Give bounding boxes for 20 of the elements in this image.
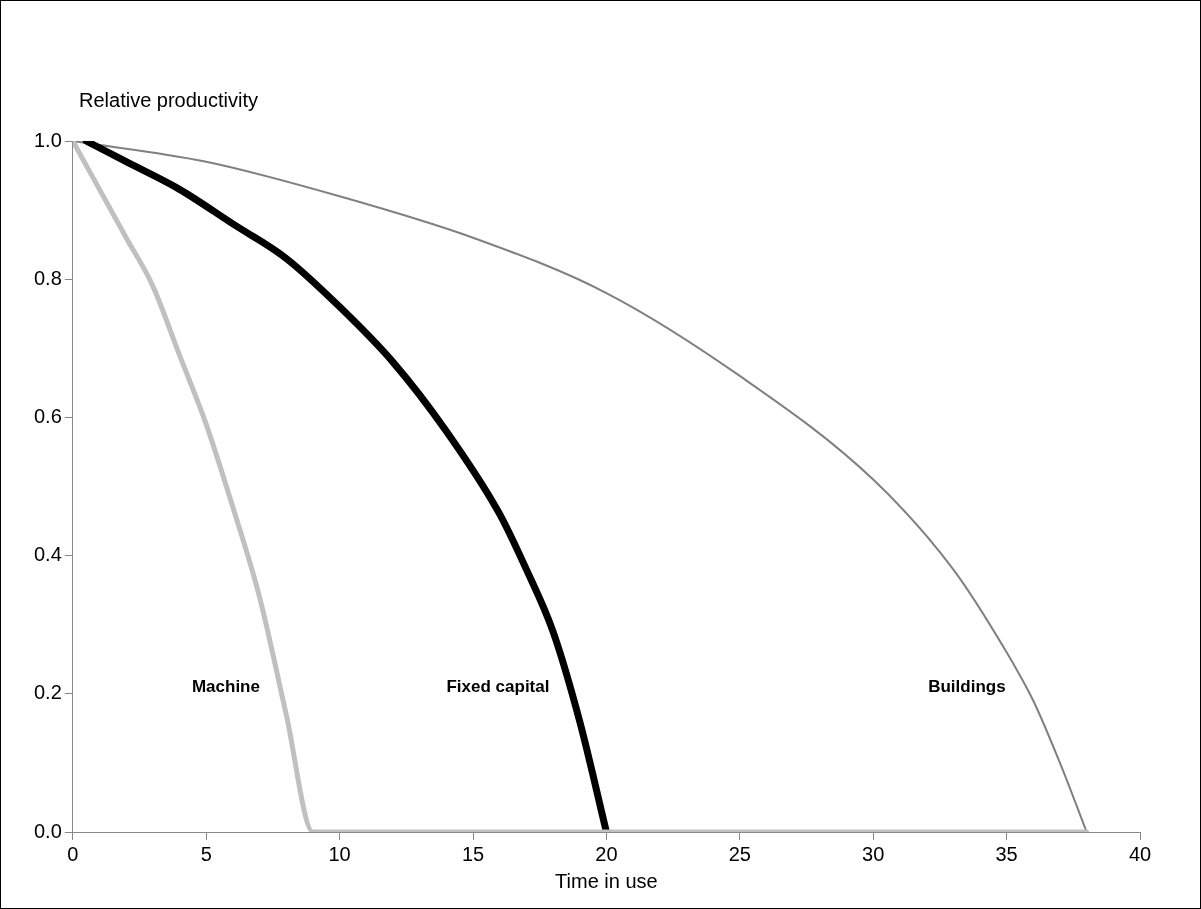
x-tick-label: 0 [67,842,79,865]
x-axis-title: Time in use [555,869,658,892]
y-axis-title: Relative productivity [79,89,258,112]
series-label: Buildings [928,676,1006,696]
y-tick-label: 0.0 [33,819,62,842]
y-tick-label: 0.2 [33,681,62,704]
x-tick-label: 25 [728,842,751,865]
x-tick-label: 5 [200,842,212,865]
y-tick-label: 0.4 [33,543,62,566]
y-tick-label: 0.6 [33,404,62,427]
series-label: Fixed capital [446,676,550,696]
x-tick-label: 15 [461,842,485,865]
x-tick-label: 40 [1128,842,1152,865]
x-tick-label: 30 [862,842,885,865]
series-label: Machine [191,676,260,696]
y-tick-label: 1.0 [33,128,62,151]
x-tick-label: 35 [995,842,1018,865]
y-tick-label: 0.8 [33,266,62,289]
x-tick-label: 10 [328,842,351,865]
x-tick-label: 20 [595,842,618,865]
